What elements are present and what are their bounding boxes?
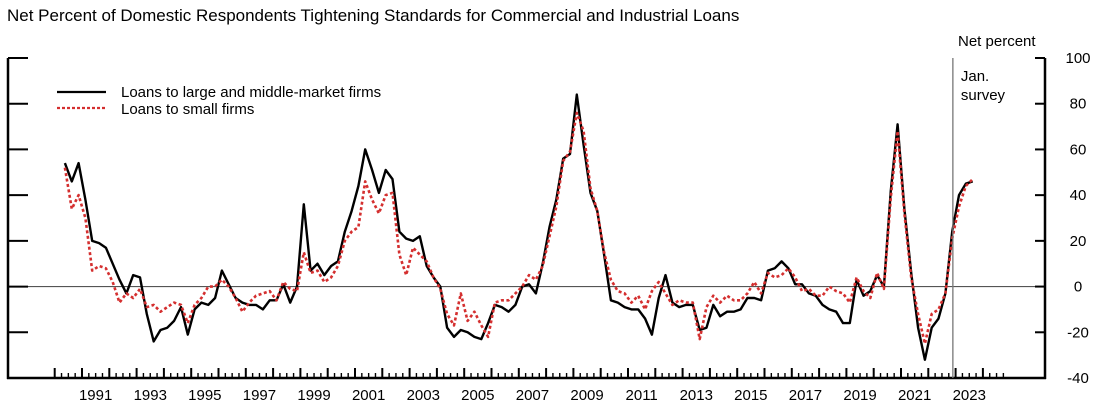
x-tick-label: 1993 [134, 387, 167, 404]
x-tick-label: 2019 [843, 387, 876, 404]
x-tick-label: 2001 [352, 387, 385, 404]
x-tick-label: 2009 [570, 387, 603, 404]
legend: Loans to large and middle-market firms L… [57, 84, 381, 118]
x-tick-label: 2011 [626, 387, 658, 404]
annotation-text-line1: Jan. [961, 68, 989, 85]
x-tick-label: 2023 [953, 387, 986, 404]
x-tick-label: 2021 [898, 387, 931, 404]
legend-label-large-firms: Loans to large and middle-market firms [121, 84, 381, 101]
x-tick-label: 2015 [734, 387, 767, 404]
y-tick-label: 0 [1074, 279, 1082, 296]
chart-title: Net Percent of Domestic Respondents Tigh… [7, 6, 740, 25]
y-tick-label: 60 [1070, 141, 1087, 158]
y-axis-labels: 100 80 60 40 20 0 -20 -40 [1065, 50, 1090, 387]
y-axis-title: Net percent [958, 33, 1036, 50]
y-tick-label: -20 [1067, 324, 1089, 341]
y-tick-label: -40 [1067, 370, 1089, 387]
x-axis-ticks [53, 368, 1005, 378]
series-group [63, 93, 974, 361]
x-tick-label: 2013 [680, 387, 713, 404]
x-tick-label: 2003 [407, 387, 440, 404]
legend-label-small-firms: Loans to small firms [121, 101, 254, 118]
y-axis-ticks [8, 57, 1045, 379]
x-tick-label: 2007 [516, 387, 549, 404]
y-tick-label: 80 [1070, 96, 1087, 113]
series-line-large-firms [63, 93, 974, 361]
x-tick-label: 1995 [188, 387, 221, 404]
x-tick-label: 2005 [461, 387, 494, 404]
y-tick-label: 40 [1070, 187, 1087, 204]
annotation-group: Jan. survey [952, 58, 1006, 378]
x-tick-label: 2017 [789, 387, 822, 404]
y-tick-label: 100 [1065, 50, 1090, 67]
annotation-text-line2: survey [961, 87, 1006, 104]
x-tick-label: 1991 [79, 387, 112, 404]
x-tick-label: 1997 [243, 387, 276, 404]
y-tick-label: 20 [1070, 233, 1087, 250]
x-tick-label: 1999 [297, 387, 330, 404]
series-line-small-firms [63, 111, 974, 346]
x-axis-labels: 1991 1993 1995 1997 1999 2001 2003 2005 2007 2009… [79, 387, 986, 404]
